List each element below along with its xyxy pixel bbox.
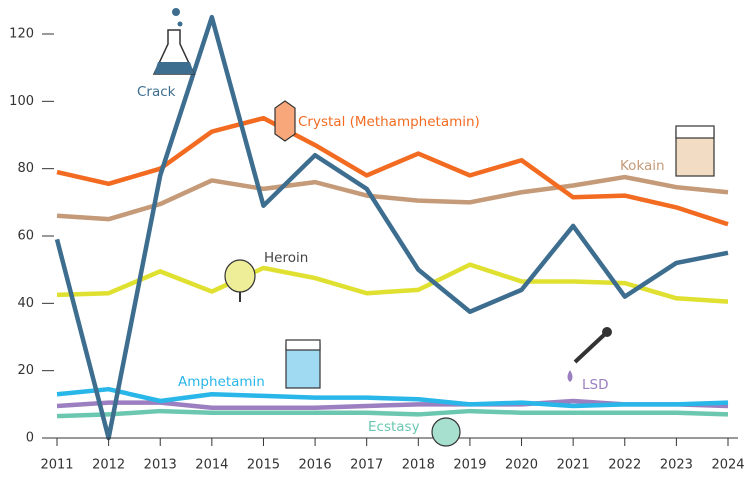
x-tick-label: 2023 (660, 458, 693, 473)
x-tick-label: 2022 (608, 458, 641, 473)
x-tick-label: 2024 (711, 458, 744, 473)
series-label: Crack (137, 84, 176, 100)
x-tick-label: 2015 (247, 458, 280, 473)
series-label: LSD (582, 377, 609, 393)
line (54, 14, 729, 441)
y-tick-label: 40 (17, 296, 34, 311)
x-tick-label: 2012 (92, 458, 125, 473)
series-label: Kokain (620, 158, 665, 174)
series-label: Crystal (Methamphetamin) (298, 114, 480, 130)
series-label: Amphetamin (178, 374, 265, 390)
y-tick-label: 60 (17, 229, 34, 244)
y-tick-label: 100 (9, 94, 34, 109)
series-label: Ecstasy (368, 419, 420, 435)
x-tick-label: 2011 (40, 458, 73, 473)
line (56, 115, 729, 227)
series-label: Heroin (264, 250, 308, 266)
x-tick-label: 2020 (505, 458, 538, 473)
y-tick-label: 20 (17, 363, 34, 378)
axes: 0 20 40 60 80 100 120 2011 2012 2013 2014 2015 2016 2… (9, 27, 744, 473)
line (56, 408, 729, 419)
line (56, 174, 729, 222)
x-tick-label: 2019 (453, 458, 486, 473)
y-tick-label: 0 (26, 431, 34, 446)
x-tick-label: 2016 (299, 458, 332, 473)
y-tick-label: 80 (17, 161, 34, 176)
x-tick-label: 2021 (557, 458, 590, 473)
x-tick-label: 2013 (144, 458, 177, 473)
icons (152, 8, 715, 447)
x-tick-label: 2017 (350, 458, 383, 473)
line (56, 386, 729, 409)
x-tick-label: 2018 (402, 458, 435, 473)
y-tick-label: 120 (9, 27, 34, 42)
lines: Ecstasy LSD Amphetamin Heroin Kokain Crystal … (54, 14, 729, 441)
x-tick-label: 2014 (195, 458, 228, 473)
